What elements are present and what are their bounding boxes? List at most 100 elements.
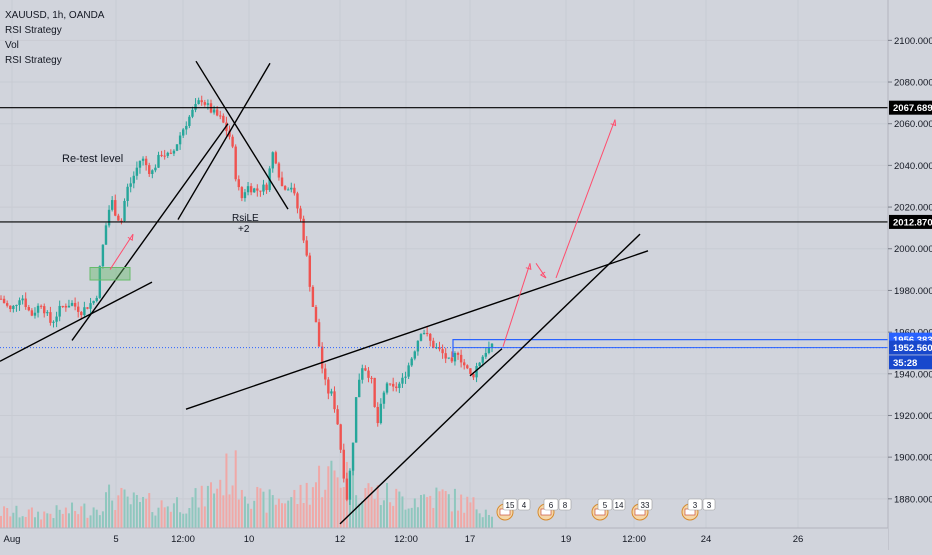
- volume-bar: [407, 508, 410, 528]
- drawings: Re-test level RsiLE+2: [0, 60, 888, 525]
- event-marker[interactable]: 5 14: [591, 498, 626, 521]
- projection-arrow-1[interactable]: [502, 263, 531, 347]
- candle-body: [12, 305, 15, 310]
- volume-bar: [364, 488, 367, 528]
- projection-arrow-3[interactable]: [555, 119, 616, 279]
- candle-body: [200, 100, 203, 103]
- candle-body: [175, 144, 179, 151]
- retest-zone[interactable]: [89, 267, 131, 281]
- candle-body: [58, 305, 61, 317]
- price-label-countdown[interactable]: [889, 355, 932, 370]
- candle-body: [401, 377, 404, 384]
- volume-bar: [6, 508, 9, 528]
- volume-bar: [426, 497, 429, 528]
- volume-bar: [129, 504, 132, 528]
- candle-body: [391, 383, 395, 387]
- candle-body: [169, 152, 173, 154]
- volume-bar: [9, 516, 12, 528]
- price-axis[interactable]: 1880.0001900.0001920.0001940.0001960.000…: [887, 0, 932, 550]
- candle-body: [398, 383, 401, 389]
- candle-body: [185, 125, 188, 130]
- volume-bar: [182, 513, 185, 528]
- volume-bar: [262, 491, 265, 528]
- volume-bar: [392, 505, 395, 528]
- indicator-vol[interactable]: Vol: [5, 40, 19, 51]
- volume-bar: [231, 485, 234, 528]
- volume-bar: [290, 497, 293, 528]
- cross-line-down[interactable]: [195, 60, 289, 210]
- candle-body: [259, 190, 262, 192]
- projection-arrow-3-head: [610, 119, 617, 127]
- event-count-box: [543, 498, 559, 511]
- indicator-rsi-strategy-2[interactable]: RSI Strategy: [5, 55, 62, 66]
- volume-bar: [386, 482, 389, 528]
- candle-body: [114, 200, 117, 216]
- volume-bar: [120, 487, 123, 528]
- rising-support[interactable]: [339, 233, 641, 525]
- rsi-signal-label: RsiLE: [232, 213, 259, 224]
- indicator-rsi-strategy[interactable]: RSI Strategy: [5, 25, 62, 36]
- volume-bar: [277, 498, 280, 528]
- projection-arrow-early[interactable]: [109, 233, 134, 270]
- event-count: 6: [549, 501, 554, 510]
- time-axis[interactable]: Aug 5 12:00 10 12 12:00 17 19 12:00 24 26: [0, 527, 888, 550]
- candle-body: [120, 220, 123, 222]
- volume-bar: [43, 511, 46, 528]
- volume-bar: [197, 507, 200, 528]
- rsi-signal-qty: +2: [238, 224, 250, 235]
- event-markers[interactable]: 15 4 6 8 5 14 33 3 3: [496, 498, 716, 521]
- event-marker[interactable]: 33: [631, 498, 653, 521]
- volume-bar: [355, 495, 358, 528]
- candle-body: [234, 146, 237, 180]
- price-label-black[interactable]: [889, 100, 932, 115]
- volume-bar: [419, 494, 422, 528]
- volume-bar: [154, 515, 157, 528]
- volume-bar: [145, 498, 148, 528]
- projection-arrow-2[interactable]: [535, 263, 547, 279]
- event-badge: 4: [522, 501, 527, 510]
- trendline-channel-left[interactable]: [0, 281, 153, 362]
- candle-body: [441, 349, 444, 354]
- candle-body: [447, 357, 450, 359]
- candle-body: [256, 188, 259, 191]
- candle-body: [33, 312, 37, 316]
- candle-body: [101, 244, 105, 267]
- rising-resistance[interactable]: [185, 250, 649, 410]
- price-tick-label: 2100.000: [894, 36, 932, 47]
- candle-body: [95, 297, 98, 301]
- volume-bar: [478, 513, 481, 528]
- volume-bar: [358, 503, 361, 528]
- candle-body: [138, 160, 142, 168]
- volume-bar: [475, 509, 478, 528]
- short-support-segment[interactable]: [469, 348, 503, 377]
- volume-bar: [491, 516, 493, 528]
- event-marker[interactable]: 15 4: [496, 498, 531, 521]
- price-label-navy[interactable]: [889, 340, 932, 355]
- candle-body: [237, 179, 240, 188]
- price-label-black[interactable]: [889, 214, 932, 229]
- candle-body: [435, 347, 438, 349]
- volume-bar: [234, 450, 237, 528]
- volume-bar: [40, 519, 43, 528]
- candle-body: [425, 333, 429, 335]
- symbol-title[interactable]: XAUUSD, 1h, OANDA: [5, 10, 105, 21]
- volume-bar: [213, 493, 216, 528]
- event-badge-box: [702, 498, 716, 511]
- volume-bar: [299, 484, 302, 528]
- candle-body: [299, 208, 302, 219]
- volume-bar: [432, 507, 435, 528]
- price-tick-label: 1920.000: [894, 411, 932, 422]
- candle-body: [107, 209, 111, 226]
- cross-line-up[interactable]: [177, 62, 271, 220]
- event-count-box: [687, 498, 703, 511]
- candle-body: [157, 154, 160, 168]
- candle-body: [432, 340, 435, 348]
- volume-bar: [274, 504, 277, 528]
- candle-body: [228, 130, 231, 137]
- trendline-support-left[interactable]: [71, 123, 229, 341]
- blue-range-line[interactable]: [452, 339, 888, 358]
